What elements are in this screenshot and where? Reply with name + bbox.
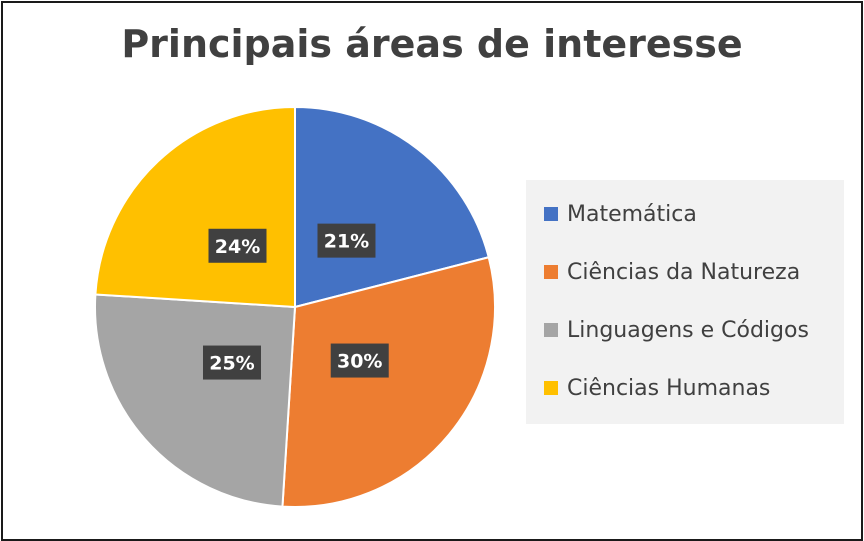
legend-swatch-3 bbox=[544, 323, 558, 337]
chart-title: Principais áreas de interesse bbox=[121, 22, 743, 66]
pie-slice-2 bbox=[281, 256, 496, 508]
data-label-box-3 bbox=[202, 345, 261, 380]
legend-swatch-1 bbox=[544, 207, 558, 221]
pie-slice-4 bbox=[94, 105, 296, 309]
data-label-box-1 bbox=[317, 223, 376, 258]
data-label-box-2 bbox=[330, 343, 389, 378]
legend-swatch-4 bbox=[544, 381, 558, 395]
legend-label-1: Matemática bbox=[567, 201, 697, 227]
data-label-4: 24% bbox=[215, 236, 260, 258]
chart-legend: Matemática Ciências da Natureza Linguagens… bbox=[526, 180, 844, 424]
legend-item-4: Ciências Humanas bbox=[544, 373, 770, 403]
legend-item-2: Ciências da Natureza bbox=[544, 257, 800, 287]
legend-swatch-2 bbox=[544, 265, 558, 279]
data-label-box-4 bbox=[208, 228, 267, 263]
data-label-1: 21% bbox=[324, 231, 369, 253]
data-label-3: 25% bbox=[209, 353, 254, 375]
legend-item-3: Linguagens e Códigos bbox=[544, 315, 809, 345]
pie-slice-3 bbox=[94, 293, 297, 508]
legend-label-4: Ciências Humanas bbox=[567, 375, 771, 401]
data-label-2: 30% bbox=[337, 351, 382, 373]
legend-label-3: Linguagens e Códigos bbox=[567, 317, 809, 343]
legend-label-2: Ciências da Natureza bbox=[567, 259, 801, 285]
legend-item-1: Matemática bbox=[544, 199, 697, 229]
